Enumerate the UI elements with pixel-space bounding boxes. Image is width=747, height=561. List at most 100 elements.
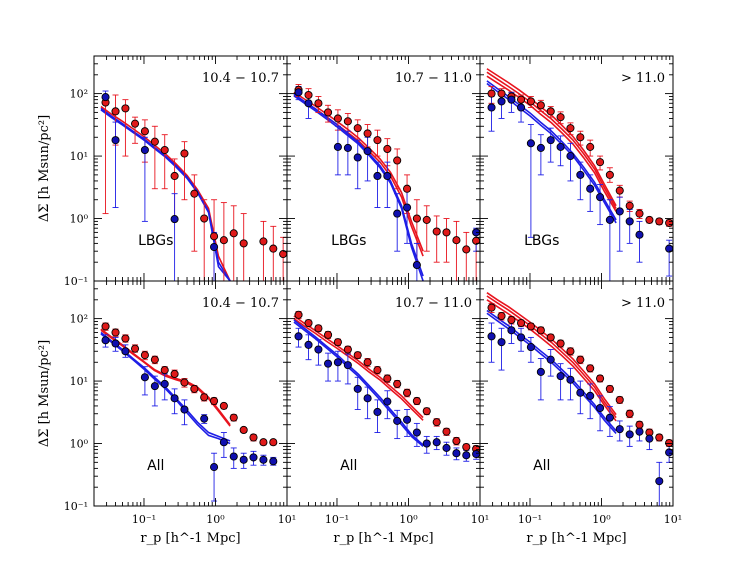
red-point (432, 227, 441, 236)
blue-point (507, 326, 516, 335)
blue-point (121, 347, 130, 356)
blue-model-line-2 (293, 321, 424, 447)
red-point (111, 328, 120, 337)
red-point (249, 433, 258, 442)
blue-point (373, 407, 382, 417)
blue-point (111, 136, 120, 145)
blue-point (111, 339, 120, 348)
red-point (556, 339, 565, 348)
blue-point (605, 215, 614, 224)
red-point (586, 142, 595, 151)
panel-frame (93, 280, 288, 507)
red-point (160, 145, 169, 155)
blue-point (333, 358, 342, 367)
red-point (526, 322, 535, 331)
red-model-line-2 (100, 329, 231, 427)
red-point (150, 137, 159, 146)
mass-range-label: > 11.0 (621, 296, 665, 311)
red-point (219, 401, 228, 410)
blue-point (576, 388, 585, 397)
blue-point (462, 451, 471, 460)
blue-point (497, 97, 506, 106)
blue-point (546, 355, 555, 364)
red-point (239, 425, 248, 435)
blue-point (363, 394, 372, 403)
red-point (487, 89, 496, 98)
sample-label: LBGs (331, 233, 366, 249)
red-point (190, 189, 199, 198)
x-tick-label: 10⁰ (206, 513, 225, 526)
blue-point (635, 230, 644, 239)
red-point (596, 158, 605, 167)
panel-2: 10.7 − 11.0 LBGs (286, 55, 481, 282)
blue-point (412, 261, 421, 270)
panel-4: 10⁻¹ 10⁰ 10¹ 10⁻¹ 10⁰ 10¹ 10² 10.4 − 10.7 All (64, 280, 296, 526)
panel-6: 10⁻¹ 10⁰ 10¹ > 11.0 All (479, 280, 682, 526)
blue-point (353, 384, 362, 393)
red-point (373, 136, 382, 145)
blue-point (516, 103, 526, 112)
red-point (452, 436, 461, 446)
red-point (432, 418, 441, 427)
red-point (566, 347, 575, 356)
x-tick-label: 10¹ (664, 513, 682, 526)
blue-model-line-1 (293, 319, 424, 446)
blue-point (566, 375, 575, 384)
red-point (210, 396, 219, 406)
x-tick-label: 10⁰ (592, 513, 611, 526)
blue-point (497, 338, 506, 347)
red-point (412, 214, 421, 223)
x-tick-label: 10¹ (278, 513, 296, 526)
blue-model-line-2 (100, 333, 231, 445)
red-point (160, 366, 169, 375)
blue-model-line-2 (293, 95, 424, 281)
blue-point (487, 103, 496, 112)
red-point (645, 215, 654, 224)
red-point (625, 409, 634, 418)
red-model-line-1 (293, 91, 424, 252)
red-point (269, 438, 278, 447)
blue-point (259, 455, 268, 464)
blue-point (323, 359, 333, 368)
sample-label: All (340, 458, 357, 474)
red-point (200, 214, 209, 223)
sample-label: LBGs (138, 233, 173, 249)
red-point (343, 345, 352, 354)
red-point (130, 344, 140, 353)
red-point (452, 236, 461, 245)
blue-point (586, 184, 595, 193)
plot-area (293, 84, 480, 281)
blue-point (546, 136, 555, 145)
blue-point (576, 170, 585, 179)
plot-area (486, 292, 673, 506)
x-axis-label: r_p [h^-1 Mpc] (140, 531, 240, 546)
blue-point (596, 193, 605, 202)
red-point (180, 149, 189, 158)
red-point (665, 218, 673, 227)
red-point (625, 201, 634, 210)
blue-point (343, 361, 352, 370)
blue-point (403, 415, 412, 424)
y-tick-label: 10⁻¹ (64, 500, 88, 513)
blue-point (526, 343, 535, 352)
red-point (121, 104, 130, 113)
red-point (462, 442, 471, 452)
red-point (536, 326, 545, 335)
blue-point (140, 373, 149, 382)
red-point (615, 395, 624, 404)
red-model-line-1 (100, 105, 231, 281)
red-point (596, 374, 605, 383)
blue-model-line-1 (486, 309, 617, 432)
blue-point (393, 209, 402, 218)
red-point (373, 366, 382, 375)
panel-frame (479, 280, 674, 507)
plot-area (293, 310, 480, 462)
blue-point (101, 93, 110, 102)
red-point (442, 427, 451, 436)
red-point (363, 358, 372, 367)
plot-area (100, 322, 278, 502)
red-point (343, 117, 352, 126)
blue-point (393, 416, 402, 425)
x-axis-label: r_p [h^-1 Mpc] (333, 531, 433, 546)
x-tick-label: 10⁰ (399, 513, 418, 526)
